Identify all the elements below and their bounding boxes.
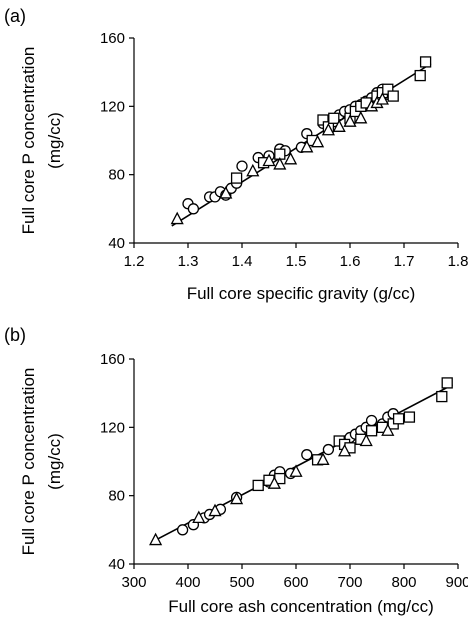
data-point-triangle <box>170 211 184 225</box>
x-tick-label: 900 <box>445 574 468 591</box>
x-tick-label: 1.5 <box>286 253 307 270</box>
data-point-triangle <box>192 510 206 524</box>
data-point-triangle <box>262 153 276 167</box>
x-tick-label: 1.6 <box>340 253 361 270</box>
data-point-triangle <box>289 464 303 477</box>
data-point-square <box>365 425 378 437</box>
y-axis-title-units: (mg/cc) <box>45 433 64 490</box>
x-tick-label: 1.3 <box>178 253 199 270</box>
x-tick-label: 1.2 <box>124 253 145 270</box>
series-square <box>230 56 432 184</box>
x-tick-label: 1.4 <box>232 253 253 270</box>
data-point-square <box>230 172 243 184</box>
data-point-triangle <box>381 423 395 436</box>
panel-label: (a) <box>4 6 26 26</box>
x-tick-label: 700 <box>337 574 362 591</box>
data-point-square <box>436 390 448 403</box>
data-point-triangle <box>321 122 335 136</box>
x-tick-label: 1.7 <box>394 253 415 270</box>
x-axis-title: Full core specific gravity (g/cc) <box>187 284 416 303</box>
data-point-circle <box>176 524 189 536</box>
data-point-circle <box>187 203 200 215</box>
data-point-square <box>328 112 340 124</box>
data-point-square <box>419 56 432 68</box>
data-point-triangle <box>149 532 163 546</box>
chart-panel-1: (b) 300 400 500 600 700 800 900 40 80 120 160 Full c… <box>4 325 468 616</box>
data-point-triangle <box>343 114 357 127</box>
chart-panel-0: (a) 1.2 1.3 1.4 1.5 1.6 1.7 1.8 40 80 120 160 Full c… <box>4 6 468 303</box>
data-point-square <box>441 377 453 389</box>
data-point-triangle <box>311 134 325 148</box>
data-point-triangle <box>267 476 281 489</box>
data-point-triangle <box>300 139 314 153</box>
data-point-triangle <box>332 119 346 132</box>
y-axis-title: Full core P concentration <box>19 47 38 235</box>
y-axis-title: Full core P concentration <box>19 368 38 556</box>
data-point-square <box>392 413 405 425</box>
data-point-circle <box>365 414 378 427</box>
data-point-triangle <box>338 443 352 457</box>
y-axis-title-units: (mg/cc) <box>45 112 64 169</box>
data-point-circle <box>301 449 313 461</box>
x-tick-label: 500 <box>229 574 254 591</box>
y-tick-label: 120 <box>100 98 125 115</box>
data-point-square <box>403 411 416 423</box>
data-point-triangle <box>359 433 373 447</box>
data-point-triangle <box>230 491 244 505</box>
series-triangle <box>170 92 389 225</box>
data-point-square <box>252 479 264 492</box>
series-circle <box>182 83 394 215</box>
series-triangle <box>149 423 395 546</box>
data-point-triangle <box>375 92 389 105</box>
panel-label: (b) <box>4 325 26 345</box>
data-point-triangle <box>208 503 222 517</box>
data-point-triangle <box>284 151 298 165</box>
x-tick-label: 800 <box>391 574 416 591</box>
data-point-triangle <box>316 452 330 465</box>
y-tick-label: 120 <box>100 419 125 436</box>
x-axis-title: Full core ash concentration (mg/cc) <box>168 597 434 616</box>
y-tick-label: 80 <box>108 167 125 184</box>
data-point-triangle <box>273 157 287 170</box>
data-point-circle <box>322 443 335 456</box>
data-point-square <box>387 90 399 102</box>
y-tick-label: 160 <box>100 30 125 47</box>
data-point-triangle <box>246 163 260 177</box>
y-tick-label: 40 <box>108 556 125 573</box>
x-tick-label: 1.8 <box>448 253 468 270</box>
y-tick-label: 80 <box>108 488 125 505</box>
data-point-circle <box>236 160 248 172</box>
y-tick-label: 160 <box>100 351 125 368</box>
data-point-square <box>414 69 426 82</box>
x-tick-label: 600 <box>283 574 308 591</box>
x-tick-label: 300 <box>121 574 146 591</box>
data-point-triangle <box>219 186 233 199</box>
data-point-triangle <box>354 110 368 124</box>
x-tick-label: 400 <box>175 574 200 591</box>
y-tick-label: 40 <box>108 235 125 252</box>
